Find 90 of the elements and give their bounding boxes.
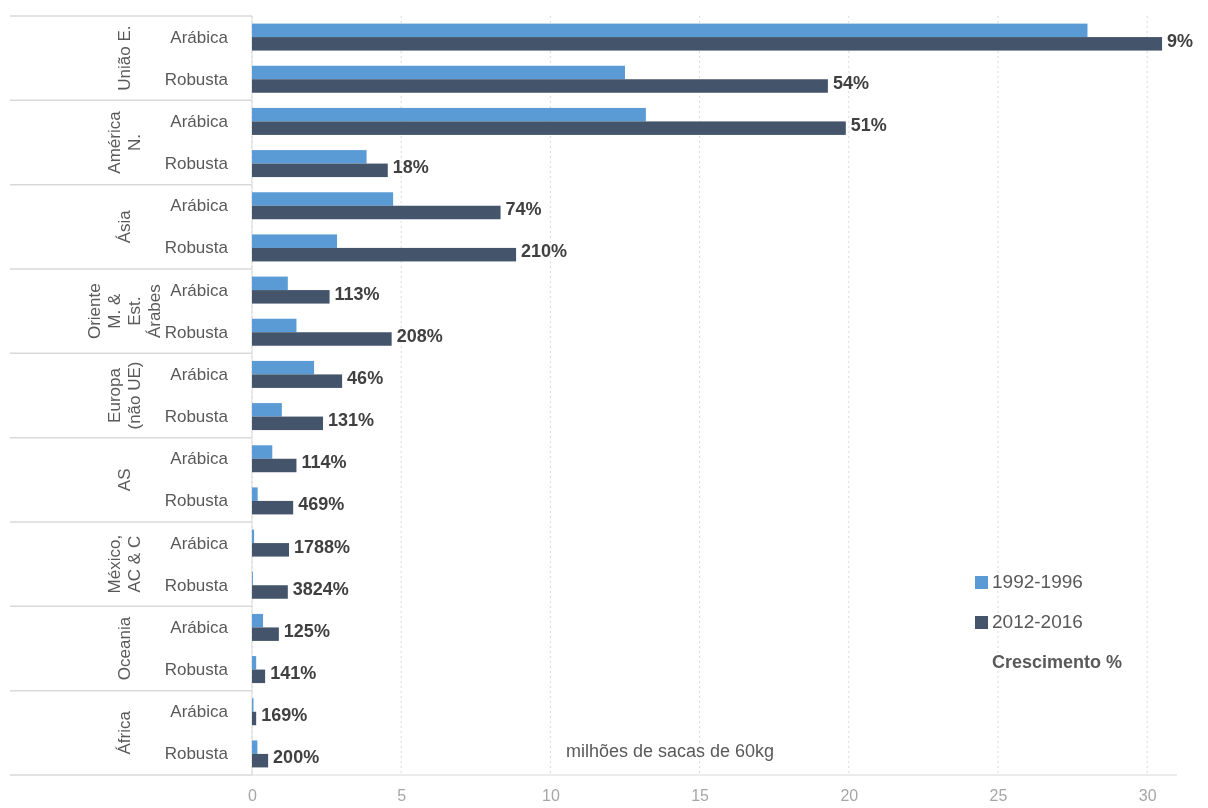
bar	[252, 669, 266, 684]
annotation: 169%	[261, 705, 308, 726]
x-tick-label: 20	[840, 787, 859, 805]
text: Oriente M. & Est. Árabes	[85, 283, 164, 340]
bar	[252, 163, 388, 178]
annotation: 51%	[850, 114, 887, 135]
y-tick-label: Arábica	[170, 449, 229, 469]
bar	[252, 247, 517, 262]
annotation: 125%	[283, 620, 330, 641]
y-tick-label: Arábica	[170, 280, 229, 300]
text: México, AC & C	[105, 534, 144, 594]
text: Europa (não UE)	[105, 361, 144, 430]
y-tick-label: Robusta	[164, 154, 229, 174]
y-tick-label: Robusta	[164, 322, 229, 342]
bar	[252, 360, 315, 375]
annotation: 74%	[505, 199, 542, 220]
text: Ásia	[115, 209, 134, 244]
y-tick-label: Arábica	[170, 533, 229, 553]
bar	[252, 205, 501, 220]
bar	[252, 458, 297, 473]
annotation: 3824%	[292, 578, 349, 599]
y-tick-label: Arábica	[170, 702, 229, 722]
bar	[252, 290, 330, 304]
annotation: 200%	[273, 747, 320, 768]
bar	[252, 613, 264, 628]
annotation: Crescimento %	[992, 651, 1123, 672]
annotation: 131%	[328, 410, 375, 431]
annotation: 54%	[832, 72, 869, 93]
text: África	[115, 710, 134, 755]
y-tick-label: Arábica	[170, 27, 229, 47]
y-tick-label: Robusta	[164, 744, 229, 764]
text: União E.	[115, 25, 134, 91]
bar	[252, 753, 269, 768]
bar	[252, 656, 257, 670]
x-tick-label: 15	[691, 787, 710, 805]
y-tick-label: Arábica	[170, 111, 229, 131]
bar	[252, 445, 273, 459]
bar	[252, 79, 828, 93]
y-tick-label: Arábica	[170, 617, 229, 637]
bar	[252, 121, 846, 135]
annotation: 210%	[521, 241, 568, 262]
x-tick-label: 30	[1138, 787, 1157, 805]
bar	[252, 107, 646, 122]
bar	[252, 318, 297, 333]
y-tick-label: Robusta	[164, 69, 229, 89]
annotation: 114%	[301, 452, 347, 473]
legend-label: 1992-1996	[992, 571, 1083, 593]
y-tick-label: Arábica	[170, 364, 229, 384]
bar	[252, 529, 255, 544]
bar	[252, 403, 282, 417]
annotation: 18%	[392, 157, 429, 178]
y-tick-label: Robusta	[164, 407, 229, 427]
y-tick-label: Robusta	[164, 491, 229, 511]
bar	[252, 276, 288, 291]
text: AS	[115, 468, 134, 492]
bar	[252, 416, 324, 431]
x-tick-label: 25	[989, 787, 1008, 805]
y-tick-label: Robusta	[164, 238, 229, 258]
annotation: 141%	[270, 663, 317, 684]
bar	[252, 500, 294, 515]
y-tick-label: Robusta	[164, 660, 229, 680]
annotation: 208%	[396, 325, 443, 346]
y-tick-label: Arábica	[170, 196, 229, 216]
x-tick-label: 5	[397, 787, 407, 805]
bar	[252, 150, 367, 164]
bar	[252, 234, 338, 248]
bar	[252, 627, 279, 641]
x-axis-title: milhões de sacas de 60kg	[565, 741, 775, 761]
bar	[252, 543, 289, 557]
bar	[252, 585, 288, 599]
bar	[252, 192, 394, 206]
x-tick-label: 10	[541, 787, 560, 805]
bar	[252, 487, 258, 501]
bar	[252, 332, 392, 346]
annotation: 46%	[347, 367, 384, 388]
bar	[252, 374, 343, 388]
y-tick-label: Robusta	[164, 575, 229, 595]
annotation: 1788%	[294, 536, 351, 557]
bar	[252, 65, 625, 80]
x-tick-label: 0	[248, 787, 258, 805]
bar	[252, 740, 258, 754]
text: Oceania	[115, 616, 134, 681]
bar	[252, 23, 1088, 38]
annotation: 469%	[298, 494, 345, 515]
bar	[252, 711, 257, 726]
annotation: 9%	[1167, 30, 1194, 51]
annotation: 113%	[334, 283, 380, 304]
bar	[252, 37, 1163, 51]
legend-label: 2012-2016	[992, 611, 1083, 633]
text: América N.	[105, 110, 144, 174]
